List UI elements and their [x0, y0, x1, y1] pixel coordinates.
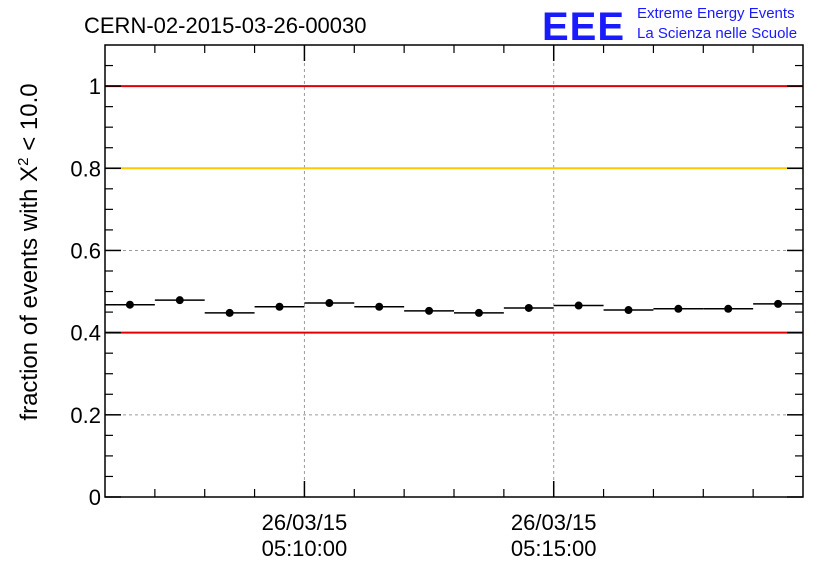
chart-title: CERN-02-2015-03-26-00030 [84, 13, 367, 38]
data-point [375, 302, 384, 311]
reference-lines [105, 85, 803, 334]
data-point [275, 302, 284, 311]
y-tick-label: 1 [89, 74, 101, 99]
data-point [574, 301, 583, 310]
data-point [774, 299, 783, 308]
data-point [674, 304, 683, 313]
data-point [425, 306, 434, 315]
y-axis-label: fraction of events with X2 < 10.0 [15, 83, 43, 420]
data-point [524, 303, 533, 312]
data-point [724, 304, 733, 313]
x-tick-label-date: 26/03/15 [262, 510, 348, 535]
data-point [175, 296, 184, 305]
logo-mark: EEE [542, 5, 625, 49]
x-tick-label-date: 26/03/15 [511, 510, 597, 535]
x-tick-label-time: 05:15:00 [511, 536, 597, 561]
grid-layer [105, 45, 803, 497]
y-tick-label: 0.6 [70, 238, 101, 263]
logo-line-2: La Scienza nelle Scuole [637, 25, 797, 42]
y-axis-label-superscript: 2 [15, 157, 32, 165]
data-point [325, 299, 334, 308]
y-tick-label: 0.2 [70, 403, 101, 428]
data-point [474, 308, 483, 317]
data-point [624, 306, 633, 315]
data-points [105, 296, 803, 317]
y-axis-label-suffix: < 10.0 [16, 83, 43, 157]
eee-logo: EEE Extreme Energy Events La Scienza nel… [542, 5, 797, 49]
x-tick-label-time: 05:10:00 [262, 536, 348, 561]
y-tick-label: 0 [89, 485, 101, 510]
y-tick-label: 0.4 [70, 321, 101, 346]
data-point [125, 300, 134, 309]
axes: 00.20.40.60.8126/03/1505:10:0026/03/1505… [70, 45, 803, 561]
data-point [225, 308, 234, 317]
logo-line-1: Extreme Energy Events [637, 5, 795, 22]
y-tick-label: 0.8 [70, 156, 101, 181]
plot-frame [104, 44, 804, 498]
y-axis-label-prefix: fraction of events with X [16, 166, 43, 421]
